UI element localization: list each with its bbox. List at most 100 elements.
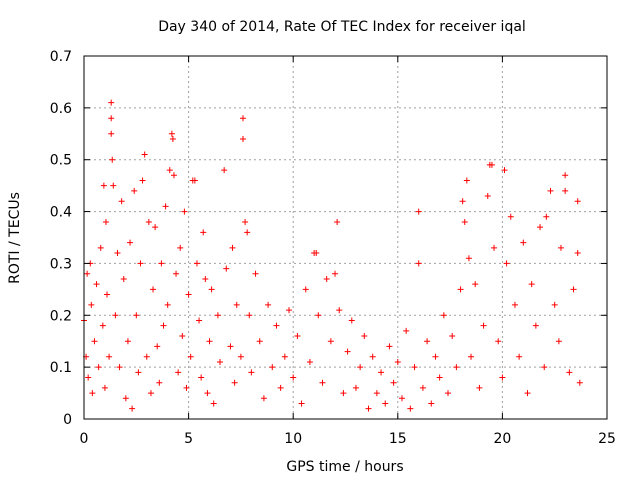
data-point	[432, 353, 439, 360]
data-point	[463, 177, 470, 184]
data-point	[484, 193, 491, 200]
data-point	[206, 338, 213, 345]
data-point	[403, 327, 410, 334]
data-point	[570, 286, 577, 293]
data-point	[302, 286, 309, 293]
x-tick-label: 25	[598, 431, 616, 447]
y-tick-label: 0.3	[50, 256, 72, 272]
data-point	[394, 358, 401, 365]
data-point	[191, 177, 198, 184]
x-axis-label: GPS time / hours	[286, 459, 403, 475]
data-point	[336, 307, 343, 314]
data-point	[382, 400, 389, 407]
data-point	[323, 275, 330, 282]
data-point	[491, 244, 498, 251]
data-point	[101, 384, 108, 391]
data-point	[476, 384, 483, 391]
data-point	[273, 322, 280, 329]
data-point	[378, 369, 385, 376]
data-point	[555, 338, 562, 345]
data-point	[344, 348, 351, 355]
data-point	[177, 244, 184, 251]
chart-title: Day 340 of 2014, Rate Of TEC Index for r…	[158, 19, 526, 35]
data-point	[156, 379, 163, 386]
data-point	[488, 161, 495, 168]
data-point	[495, 338, 502, 345]
data-point	[459, 198, 466, 205]
data-point	[516, 353, 523, 360]
data-point	[440, 312, 447, 319]
data-point	[424, 338, 431, 345]
data-point	[269, 364, 276, 371]
data-point	[162, 203, 169, 210]
data-point	[557, 244, 564, 251]
data-point	[118, 198, 125, 205]
data-point	[465, 255, 472, 262]
data-point	[168, 130, 175, 137]
data-point	[110, 182, 117, 189]
data-point	[137, 260, 144, 267]
data-point	[85, 374, 92, 381]
data-point	[108, 99, 115, 106]
data-point	[457, 286, 464, 293]
data-point	[352, 384, 359, 391]
grid	[84, 56, 607, 419]
data-point	[537, 224, 544, 231]
data-point	[108, 115, 115, 122]
data-point	[175, 369, 182, 376]
data-point	[365, 405, 372, 412]
y-tick-label: 0.1	[50, 360, 72, 376]
data-point	[340, 390, 347, 397]
data-point	[373, 390, 380, 397]
data-point	[407, 405, 414, 412]
data-point	[294, 333, 301, 340]
data-point	[152, 224, 159, 231]
data-point	[265, 301, 272, 308]
data-point	[141, 151, 148, 158]
data-point	[216, 358, 223, 365]
data-point	[390, 379, 397, 386]
data-point	[480, 322, 487, 329]
data-point	[507, 213, 514, 220]
data-point	[277, 384, 284, 391]
data-point	[169, 135, 176, 142]
data-point	[541, 364, 548, 371]
data-point	[315, 312, 322, 319]
data-point	[361, 333, 368, 340]
data-point	[252, 270, 259, 277]
data-point	[445, 390, 452, 397]
data-point	[436, 374, 443, 381]
data-point	[327, 338, 334, 345]
data-point	[313, 250, 320, 257]
data-point	[411, 364, 418, 371]
data-point	[319, 379, 326, 386]
data-point	[449, 333, 456, 340]
data-point	[286, 307, 293, 314]
data-point	[99, 322, 106, 329]
data-point	[122, 395, 129, 402]
data-point	[348, 317, 355, 324]
data-point	[93, 281, 100, 288]
data-point	[468, 353, 475, 360]
data-point	[84, 270, 91, 277]
data-point	[143, 353, 150, 360]
data-point	[187, 353, 194, 360]
data-point	[369, 353, 376, 360]
data-point	[248, 369, 255, 376]
data-point	[108, 130, 115, 137]
data-point	[472, 281, 479, 288]
data-point	[428, 400, 435, 407]
data-point	[223, 265, 230, 272]
data-point	[239, 135, 246, 142]
data-point	[543, 213, 550, 220]
data-point	[104, 291, 111, 298]
data-point	[102, 218, 109, 225]
data-point	[166, 167, 173, 174]
data-point	[528, 281, 535, 288]
data-point	[499, 374, 506, 381]
data-point	[511, 301, 518, 308]
data-point	[170, 172, 177, 179]
data-point	[109, 156, 116, 163]
data-point	[114, 250, 121, 257]
data-points	[81, 99, 583, 412]
